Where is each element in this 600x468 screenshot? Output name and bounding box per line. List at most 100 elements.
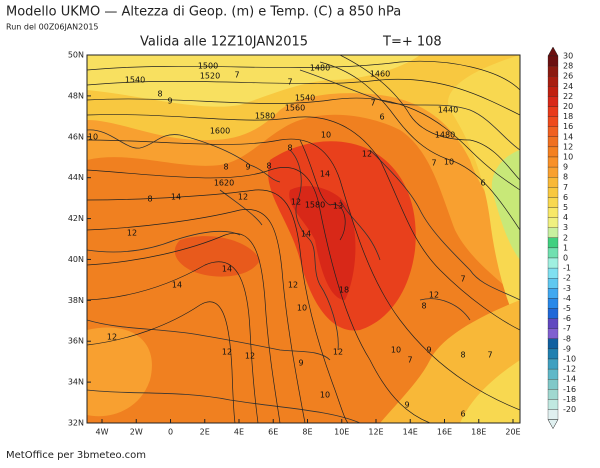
colorbar-swatch [547, 227, 559, 238]
colorbar-swatch [547, 379, 559, 390]
colorbar-swatch [547, 136, 559, 148]
title: Modello UKMO — Altezza di Geop. (m) e Te… [6, 5, 401, 20]
colorbar-label: -18 [563, 395, 576, 404]
colorbar-label: 28 [563, 62, 573, 71]
colorbar-label: 2 [563, 233, 568, 242]
contour-label: 7 [370, 99, 375, 108]
contour-label: 12 [288, 281, 298, 290]
contour-label: 10 [320, 391, 330, 400]
colorbar-swatch [547, 267, 559, 279]
lat-label: 36N [68, 337, 84, 346]
contour-label: 12 [238, 193, 248, 202]
colorbar-swatch [547, 207, 559, 218]
contour-label: 6 [379, 113, 384, 122]
contour-label: 7 [487, 351, 492, 360]
contour-label: 12 [429, 291, 439, 300]
colorbar-swatch [547, 187, 559, 198]
contour-label: 1580 [305, 201, 325, 210]
colorbar-swatch [547, 318, 559, 329]
contour-label: 1560 [285, 104, 305, 113]
colorbar-swatch [547, 86, 559, 97]
colorbar-label: -2 [563, 274, 571, 283]
contour-label: 8 [147, 195, 152, 204]
lon-label: 2E [200, 428, 210, 437]
contour-label: 9 [404, 401, 409, 410]
lat-label: 34N [68, 378, 84, 387]
colorbar-label: -7 [563, 324, 571, 333]
colorbar-swatch [547, 368, 559, 380]
contour-label: 9 [426, 346, 431, 355]
colorbar-label: 12 [563, 142, 573, 151]
colorbar-swatch [547, 217, 559, 228]
contour-label: 14 [320, 170, 330, 179]
lon-label: 0 [168, 428, 173, 437]
colorbar-label: 30 [563, 52, 573, 61]
lead: T=+ 108 [382, 35, 442, 50]
contour-label: 1460 [370, 70, 390, 79]
contour-label: 7 [234, 71, 239, 80]
colorbar-swatch [547, 358, 559, 370]
colorbar-label: -20 [563, 405, 576, 414]
map [87, 55, 520, 423]
colorbar-label: 0 [563, 254, 568, 263]
contour-label: 8 [223, 163, 228, 172]
colorbar-swatch [547, 389, 559, 400]
colorbar-swatch [547, 348, 559, 360]
colorbar-swatch [547, 65, 559, 77]
contour-label: 18 [339, 286, 349, 295]
colorbar-swatch [547, 409, 559, 420]
contour-label: 9 [298, 359, 303, 368]
colorbar-swatch [547, 328, 559, 339]
contour-label: 10 [88, 133, 98, 142]
colorbar-label: -3 [563, 284, 571, 293]
contour-label: 8 [287, 144, 292, 153]
colorbar-swatch [547, 166, 559, 178]
colorbar-swatch [547, 76, 559, 87]
contour-label: 1580 [255, 112, 275, 121]
contour-label: 6 [480, 179, 485, 188]
contour-label: 10 [297, 304, 307, 313]
colorbar-label: 3 [563, 223, 568, 232]
colorbar-label: -14 [563, 375, 576, 384]
contour-label: 9 [167, 97, 172, 106]
contour-label: 1600 [210, 127, 230, 136]
contour-label: 1540 [295, 94, 315, 103]
contour-label: 1520 [200, 72, 220, 81]
colorbar-label: 26 [563, 72, 573, 81]
colorbar-swatch [547, 116, 559, 127]
colorbar-label: -9 [563, 344, 571, 353]
colorbar-swatch [547, 308, 559, 319]
colorbar-swatch [547, 197, 559, 208]
colorbar-swatch [547, 298, 559, 309]
contour-label: 1620 [214, 179, 234, 188]
lat-label: 46N [68, 132, 84, 141]
lat-label: 48N [68, 91, 84, 100]
contour-label: 10 [444, 158, 454, 167]
colorbar-swatch [547, 156, 559, 168]
contour-label: 1440 [438, 106, 458, 115]
contour-label: 12 [333, 348, 343, 357]
colorbar-swatch [547, 278, 559, 289]
contour-label: 14 [301, 230, 311, 239]
colorbar-label: 18 [563, 112, 573, 121]
contour-label: 12 [245, 352, 255, 361]
contour-label: 8 [157, 90, 162, 99]
colorbar-label: 5 [563, 203, 568, 212]
lon-label: 20E [505, 428, 520, 437]
colorbar-label: 24 [563, 82, 573, 91]
colorbar-swatch [547, 146, 559, 158]
colorbar-swatch [547, 399, 559, 410]
colorbar-label: 4 [563, 213, 568, 222]
colorbar-label: -6 [563, 314, 571, 323]
colorbar-arrow-bottom [547, 419, 559, 430]
contour-label: 8 [421, 302, 426, 311]
contour-label: 1500 [198, 62, 218, 71]
colorbar-label: 1 [563, 243, 568, 252]
contour-label: 7 [460, 275, 465, 284]
contour-label: 12 [127, 229, 137, 238]
colorbar-swatch [547, 55, 559, 67]
run: Run del 00Z06JAN2015 [6, 23, 99, 32]
lon-label: 14E [403, 428, 418, 437]
contour-label: 7 [407, 356, 412, 365]
